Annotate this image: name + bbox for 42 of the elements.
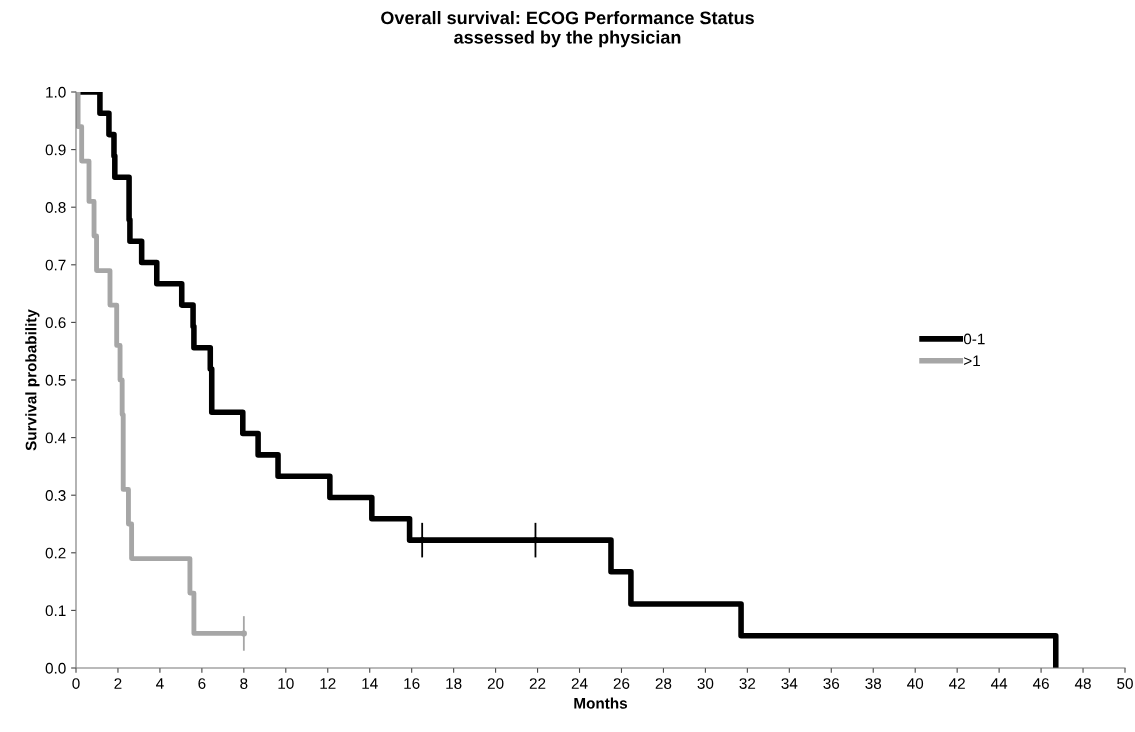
x-tick-label: 22: [529, 678, 546, 689]
x-tick-label: 42: [949, 678, 965, 689]
x-tick-label: 50: [1117, 678, 1133, 689]
x-tick-label: 24: [571, 678, 588, 689]
x-tick-label: 16: [404, 678, 420, 689]
y-tick-label: 0.6: [45, 317, 66, 329]
x-tick-label: 0: [72, 678, 80, 689]
legend-label: 0-1: [963, 333, 985, 345]
x-tick-label: 48: [1074, 678, 1091, 689]
x-tick-label: 4: [156, 678, 164, 689]
x-tick-label: 32: [739, 678, 756, 689]
x-tick-label: 44: [990, 678, 1008, 689]
y-axis-title: Survival probability: [25, 309, 40, 451]
legend-label: >1: [964, 355, 980, 367]
x-tick-label: 40: [907, 678, 924, 689]
x-tick-label: 26: [613, 678, 630, 689]
x-axis-title: Months: [574, 697, 628, 709]
y-tick-label: 0.1: [45, 605, 66, 617]
x-tick-label: 2: [114, 678, 122, 689]
y-tick-label: 0.5: [45, 374, 66, 386]
x-tick-label: 12: [320, 678, 336, 689]
x-tick-label: 8: [240, 678, 248, 689]
x-tick-label: 36: [823, 678, 840, 689]
x-tick-label: 34: [781, 678, 798, 689]
x-tick-label: 28: [655, 678, 672, 689]
y-tick-label: 0.3: [45, 490, 66, 501]
x-tick-label: 14: [362, 678, 378, 689]
y-tick-label: 1.0: [46, 86, 66, 98]
y-tick-label: 0.9: [45, 144, 66, 156]
chart-title: Overall survival: ECOG Performance Status assessed by the physician: [381, 10, 754, 48]
y-tick-label: 0.0: [45, 662, 66, 674]
x-tick-label: 46: [1032, 678, 1049, 689]
x-tick-label: 30: [697, 678, 714, 689]
x-tick-label: 38: [865, 678, 882, 689]
y-tick-label: 0.4: [45, 432, 66, 444]
y-tick-label: 0.7: [45, 259, 66, 271]
x-tick-label: 6: [198, 678, 206, 689]
y-tick-label: 0.8: [45, 202, 66, 213]
x-tick-label: 18: [446, 678, 462, 689]
x-tick-label: 20: [487, 678, 504, 689]
x-tick-label: 10: [278, 678, 294, 689]
y-tick-label: 0.2: [45, 547, 66, 559]
